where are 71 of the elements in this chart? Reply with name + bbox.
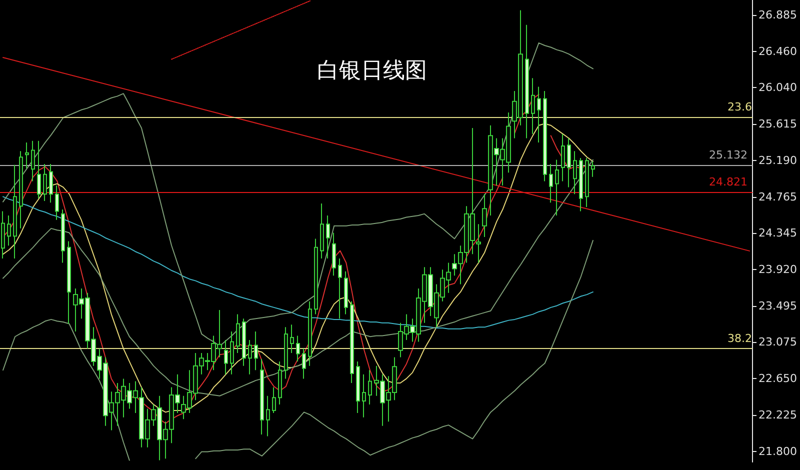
y-tick-label: 23.920 [758,263,798,276]
candlestick [254,330,258,371]
candlestick [242,318,246,366]
candlestick [482,194,487,238]
candlestick [13,164,17,259]
candlestick [7,215,11,246]
candlestick [537,86,541,144]
candlestick [19,150,23,229]
candlestick [591,160,595,178]
candlestick [296,335,300,362]
candlestick [561,133,565,182]
candlestick [236,314,240,354]
candlestick [61,209,65,264]
candlestick [525,24,529,139]
y-tick-label: 22.650 [758,372,798,386]
candlestick [356,361,360,414]
candlestick [43,164,47,202]
candlestick [230,330,234,375]
text: 白银日线图 [317,58,427,84]
candlestick [31,140,35,182]
candlestick [49,164,53,204]
line-series [2,159,594,396]
candlestick [549,164,553,204]
candlestick [476,224,481,264]
candlestick [326,215,330,259]
y-tick-label: 26.885 [758,8,798,22]
candlestick [284,326,288,380]
y-tick-label: 21.800 [758,445,798,458]
candlestick [260,358,264,436]
y-tick-label: 24.765 [758,190,798,204]
candlestick [531,78,535,134]
candlestick [272,386,276,414]
candlestick [344,270,348,315]
candlestick [320,203,324,259]
y-tick-label: 25.190 [758,154,798,168]
candlestick [585,158,589,208]
candlestick [579,158,583,212]
line-series [2,196,594,330]
y-tick-label: 23.075 [758,336,798,349]
y-tick-label: 26.040 [758,81,798,94]
candlestick [308,300,312,366]
candlestick [567,138,571,188]
candlestick [55,184,59,220]
candlestick [368,370,372,405]
candlestick [290,324,294,354]
y-tick-label: 22.225 [758,408,798,422]
y-tick-label: 24.345 [758,226,798,240]
candlestick [573,150,577,195]
candlestick [278,361,282,405]
candlestick [25,142,29,169]
annotation: 38.2 [728,332,752,345]
ref-line-label: 24.821 [709,175,748,188]
candlestick [350,300,354,384]
candlestick [266,395,270,437]
candlestick [302,348,306,380]
candlestick [543,90,547,182]
candlestick [67,240,71,324]
candlestick [37,140,41,199]
candlestick [314,238,318,315]
ref-line-label: 25.132 [709,148,748,162]
y-tick-label: 26.460 [758,45,798,58]
annotation: 23.6 [728,100,752,114]
candlestick [555,159,559,216]
candlestick [224,340,228,375]
candlestick [332,232,336,276]
candlestick [248,340,252,375]
y-tick-label: 25.615 [758,118,798,131]
candlestick [338,258,342,320]
y-tick-label: 23.495 [758,300,798,313]
candlestick [1,210,5,259]
candlestick [362,374,366,418]
